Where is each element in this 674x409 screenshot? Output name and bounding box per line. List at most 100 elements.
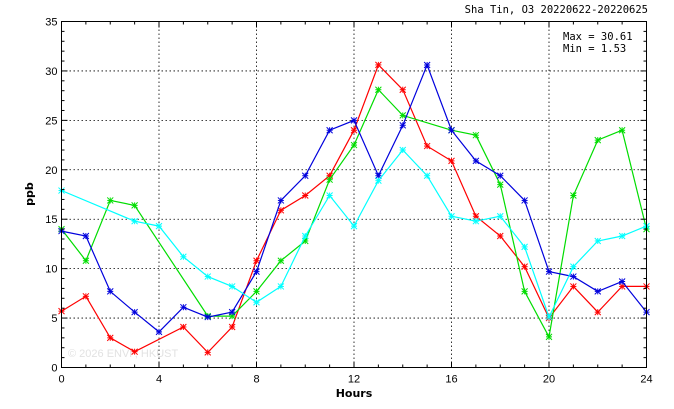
data-point-marker [423, 172, 431, 180]
data-point-marker [155, 222, 163, 230]
data-point-marker [350, 126, 358, 134]
x-tick-label: 4 [156, 374, 162, 386]
data-point-marker [301, 232, 309, 240]
data-point-marker [375, 61, 382, 69]
chart-title: Sha Tin, O3 20220622-20220625 [465, 4, 648, 16]
data-point-marker [423, 61, 431, 69]
data-point-marker [594, 308, 602, 316]
data-point-marker [131, 348, 138, 356]
series-3 [58, 61, 650, 336]
data-point-marker [326, 126, 333, 134]
data-point-marker [277, 206, 285, 214]
x-tick-label: 12 [348, 374, 360, 386]
data-point-marker [594, 288, 602, 295]
data-point-marker [570, 192, 577, 199]
x-tick-label: 8 [253, 374, 259, 386]
data-point-marker [106, 288, 114, 295]
series-layer [58, 61, 650, 356]
data-point-marker [448, 212, 455, 220]
data-point-marker [496, 212, 504, 220]
data-point-marker [253, 288, 260, 295]
data-point-marker [131, 202, 138, 209]
data-point-marker [204, 313, 212, 321]
watermark: © 2026 ENVF, HKUST [68, 348, 178, 360]
data-point-marker [496, 181, 504, 188]
data-point-marker [253, 268, 260, 275]
data-point-marker [399, 121, 407, 129]
data-point-marker [228, 283, 236, 290]
data-point-marker [448, 157, 455, 165]
data-point-marker [350, 117, 358, 124]
data-point-marker [545, 313, 553, 321]
data-point-marker [204, 273, 212, 280]
y-axis-ticks: 0 5 10 15 20 25 30 35 [45, 17, 647, 375]
data-point-marker [277, 257, 285, 265]
data-point-marker [472, 157, 480, 165]
data-point-marker [618, 126, 626, 134]
data-point-marker [472, 217, 480, 225]
y-tick-label: 35 [45, 17, 57, 29]
data-point-marker [448, 126, 455, 134]
data-point-marker [496, 172, 504, 180]
data-point-marker [82, 257, 90, 265]
data-point-marker [180, 323, 187, 331]
data-point-marker [375, 86, 382, 94]
data-point-marker [155, 328, 163, 336]
data-point-marker [521, 243, 528, 251]
x-axis-label: Hours [336, 387, 373, 400]
data-point-marker [521, 288, 528, 295]
data-point-marker [131, 217, 138, 225]
data-point-marker [106, 197, 114, 204]
series-1 [58, 61, 650, 356]
y-tick-label: 25 [45, 115, 57, 127]
data-point-marker [228, 308, 236, 316]
grid-lines [61, 21, 647, 368]
data-point-marker [423, 142, 431, 150]
data-point-marker [618, 232, 626, 240]
max-value-label: Max = 30.61 [563, 31, 633, 43]
data-point-marker [521, 263, 528, 271]
data-point-marker [277, 197, 285, 204]
data-point-marker [472, 212, 480, 220]
x-axis-ticks: 0 4 8 12 16 20 24 [58, 21, 653, 386]
data-point-marker [106, 334, 114, 342]
y-tick-label: 10 [45, 264, 57, 276]
data-point-marker [570, 283, 577, 290]
data-point-marker [204, 349, 212, 356]
data-point-marker [180, 303, 187, 311]
data-point-marker [180, 253, 187, 261]
data-point-marker [350, 141, 358, 149]
x-tick-label: 16 [445, 374, 457, 386]
data-point-marker [594, 237, 602, 245]
y-tick-label: 0 [51, 363, 57, 375]
x-tick-label: 0 [58, 374, 64, 386]
min-value-label: Min = 1.53 [563, 43, 626, 55]
data-point-marker [301, 172, 309, 180]
y-tick-label: 15 [45, 214, 57, 226]
data-point-marker [399, 112, 407, 119]
y-tick-label: 5 [51, 313, 57, 325]
data-point-marker [253, 257, 260, 265]
series-line [61, 63, 647, 354]
y-tick-label: 30 [45, 66, 57, 78]
y-tick-label: 20 [45, 165, 57, 177]
data-point-marker [326, 192, 333, 199]
data-point-marker [496, 232, 504, 240]
data-point-marker [253, 298, 260, 306]
data-point-marker [82, 232, 90, 240]
data-point-marker [472, 131, 480, 139]
data-point-marker [301, 192, 309, 199]
data-point-marker [594, 136, 602, 144]
data-point-marker [570, 263, 577, 271]
data-point-marker [399, 146, 407, 154]
series-line [61, 88, 648, 339]
data-point-marker [228, 323, 236, 331]
data-point-marker [375, 177, 382, 185]
data-point-marker [570, 273, 577, 280]
data-point-marker [545, 268, 553, 275]
data-point-marker [521, 197, 528, 204]
data-point-marker [82, 292, 90, 300]
data-point-marker [326, 176, 333, 184]
data-point-marker [277, 283, 285, 290]
